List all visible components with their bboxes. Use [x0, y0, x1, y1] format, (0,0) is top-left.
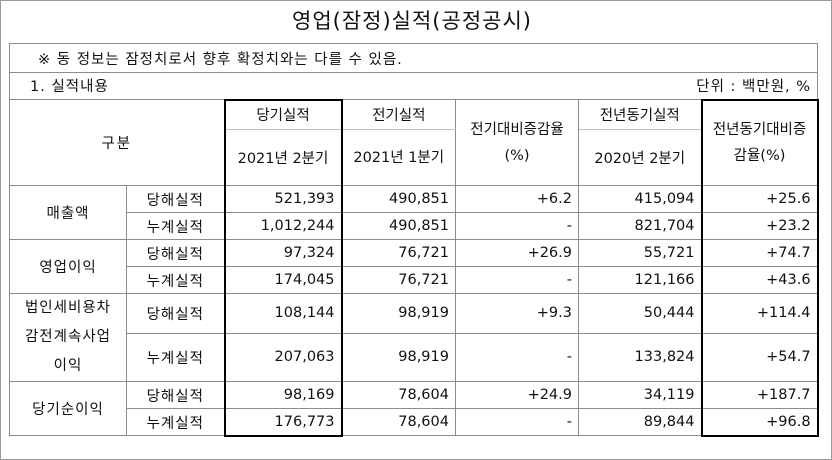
header-row-top: 구분 당기실적 전기실적 전기대비증감율(%) 전년동기실적 전년동기대비증감율… [9, 98, 819, 186]
cell-prev-year: 55,721 [578, 239, 702, 267]
header-row-bottom: 2021년 2분기 2021년 1분기 2020년 2분기 [10, 129, 818, 186]
cell-prev-year-change: +114.4 [700, 293, 819, 334]
row-sub-label: 당해실적 [126, 185, 225, 213]
header-current-period: 2021년 2분기 [223, 129, 343, 186]
cell-prev-quarter: 78,604 [341, 408, 456, 436]
cell-prev-year-change: +43.6 [700, 266, 819, 294]
row-sub-label: 누계실적 [126, 332, 225, 383]
cell-current: 98,169 [223, 381, 343, 409]
cell-current: 97,324 [223, 239, 343, 267]
header-prev-year-title: 전년동기실적 [578, 99, 702, 130]
header-prev-year-change: 전년동기대비증감율(%) [700, 98, 819, 186]
row-category: 법인세비용차감전계속사업이익 [9, 293, 127, 382]
notice-text: ※ 동 정보는 잠정치로서 향후 확정치와는 다를 수 있음. [8, 43, 819, 73]
cell-prev-year: 133,824 [578, 332, 702, 383]
header-prev-quarter-title: 전기실적 [341, 99, 456, 130]
cell-prev-year: 121,166 [578, 266, 702, 294]
cell-prev-quarter-change: - [455, 266, 579, 294]
cell-prev-quarter: 78,604 [341, 381, 456, 409]
cell-prev-year-change: +187.7 [700, 381, 819, 409]
row-sub-label: 누계실적 [126, 212, 225, 240]
section-row: 1. 실적내용 단위 : 백만원, % [9, 72, 819, 100]
cell-prev-year: 415,094 [578, 185, 702, 213]
cell-prev-quarter: 76,721 [341, 266, 456, 294]
row-category: 당기순이익 [9, 381, 127, 436]
table-row: 누계실적 176,773 78,604 - 89,844 +96.8 [10, 408, 819, 437]
cell-prev-quarter: 76,721 [341, 239, 456, 267]
header-prev-quarter-change: 전기대비증감율(%) [455, 99, 579, 186]
table-row: 누계실적 174,045 76,721 - 121,166 +43.6 [10, 266, 819, 294]
cell-prev-year: 89,844 [578, 408, 702, 436]
cell-current: 174,045 [223, 266, 343, 294]
cell-prev-quarter-change: +9.3 [455, 293, 579, 334]
cell-prev-year-change: +23.2 [700, 212, 819, 240]
cell-current: 521,393 [223, 185, 343, 213]
table-row: 누계실적 207,063 98,919 - 133,824 +54.7 [10, 332, 819, 383]
page-title: 영업(잠정)실적(공정공시) [292, 9, 532, 33]
cell-prev-quarter-change: +26.9 [455, 239, 579, 267]
cell-prev-year: 821,704 [578, 212, 702, 240]
row-sub-label: 당해실적 [126, 239, 225, 267]
section-label: 1. 실적내용 [9, 72, 456, 100]
cell-prev-quarter: 98,919 [341, 332, 456, 383]
header-prev-quarter-period: 2021년 1분기 [341, 129, 456, 186]
cell-current: 108,144 [223, 293, 343, 334]
cell-prev-year-change: +96.8 [700, 408, 819, 437]
row-category: 매출액 [9, 185, 127, 240]
cell-prev-quarter-change: +6.2 [455, 185, 579, 213]
row-sub-label: 당해실적 [126, 293, 225, 334]
cell-current: 176,773 [223, 408, 343, 437]
cell-prev-quarter: 490,851 [341, 212, 456, 240]
row-sub-label: 당해실적 [126, 381, 225, 409]
cell-prev-quarter-change: - [455, 212, 579, 240]
cell-prev-year-change: +25.6 [700, 185, 819, 213]
cell-prev-year: 34,119 [578, 381, 702, 409]
cell-prev-quarter: 98,919 [341, 293, 456, 334]
table-row: 누계실적 1,012,244 490,851 - 821,704 +23.2 [10, 212, 819, 240]
cell-prev-quarter: 490,851 [341, 185, 456, 213]
cell-current: 207,063 [223, 332, 343, 383]
table-row: 당기순이익 당해실적 98,169 78,604 +24.9 34,119 +1… [9, 381, 819, 436]
cell-prev-year-change: +54.7 [700, 332, 819, 383]
row-sub-label: 누계실적 [126, 266, 225, 294]
header-current-title: 당기실적 [223, 98, 343, 130]
row-sub-label: 누계실적 [126, 408, 225, 436]
cell-prev-quarter-change: +24.9 [455, 381, 579, 409]
table-row: 영업이익 당해실적 97,324 76,721 +26.9 55,721 +74… [9, 239, 819, 294]
cell-prev-quarter-change: - [455, 332, 579, 383]
earnings-table: ※ 동 정보는 잠정치로서 향후 확정치와는 다를 수 있음. 1. 실적내용 … [8, 43, 819, 437]
header-gubun: 구분 [9, 99, 225, 186]
cell-prev-year: 50,444 [578, 293, 702, 334]
table-row: 법인세비용차감전계속사업이익 당해실적 108,144 98,919 +9.3 … [9, 293, 819, 382]
notice-row: ※ 동 정보는 잠정치로서 향후 확정치와는 다를 수 있음. [8, 43, 819, 73]
header-prev-year-period: 2020년 2분기 [578, 129, 702, 186]
cell-prev-year-change: +74.7 [700, 239, 819, 267]
cell-current: 1,012,244 [223, 212, 343, 240]
table-row: 매출액 당해실적 521,393 490,851 +6.2 415,094 +2… [9, 185, 819, 240]
cell-prev-quarter-change: - [455, 408, 579, 436]
row-category: 영업이익 [9, 239, 127, 294]
unit-label: 단위 : 백만원, % [455, 72, 819, 100]
